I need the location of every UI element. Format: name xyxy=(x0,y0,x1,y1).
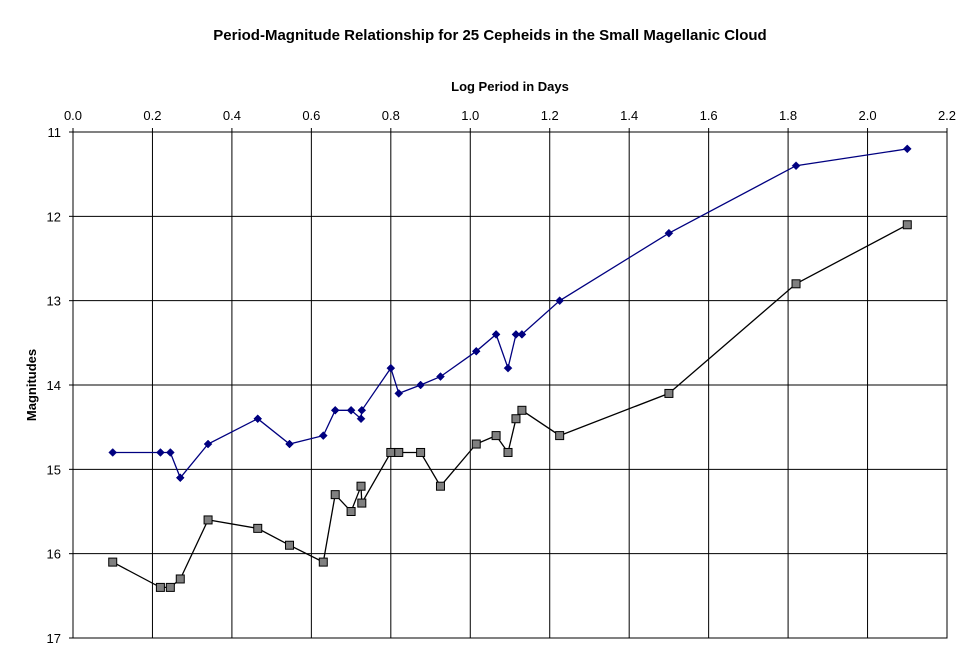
data-point xyxy=(436,372,445,381)
x-tick-label: 0.8 xyxy=(382,108,400,123)
x-tick-label: 0.0 xyxy=(64,108,82,123)
data-point xyxy=(330,405,340,415)
chart-title: Period-Magnitude Relationship for 25 Cep… xyxy=(213,27,766,44)
data-point xyxy=(386,447,396,457)
data-point xyxy=(203,439,213,449)
data-point xyxy=(902,144,912,154)
data-point xyxy=(203,515,213,525)
series-2 xyxy=(108,220,912,592)
x-tick-labels: 0.0 0.2 0.4 0.6 0.8 1.0 1.2 1.4 1.6 1.8 2.0 2.2 xyxy=(64,108,956,123)
data-point xyxy=(394,447,404,457)
series-layer xyxy=(108,144,912,592)
data-point xyxy=(318,431,328,440)
data-point xyxy=(394,389,404,398)
data-point xyxy=(356,414,366,424)
y-tick-label: 14 xyxy=(47,378,61,393)
x-tick-label: 1.0 xyxy=(461,108,479,123)
x-tick-label: 1.8 xyxy=(779,108,797,123)
data-point xyxy=(285,439,294,449)
data-point xyxy=(285,540,295,550)
data-point xyxy=(108,448,118,457)
data-point xyxy=(517,405,527,415)
data-point xyxy=(108,557,118,567)
y-tick-label: 11 xyxy=(48,125,62,140)
data-point xyxy=(416,380,425,390)
data-point xyxy=(175,574,185,584)
data-point xyxy=(517,330,527,339)
data-point xyxy=(165,582,175,592)
y-tick-label: 17 xyxy=(47,631,61,646)
data-point xyxy=(491,431,501,441)
data-point xyxy=(318,557,328,567)
data-point xyxy=(511,414,521,424)
x-tick-label: 2.0 xyxy=(859,108,877,123)
data-point xyxy=(555,296,565,306)
data-point xyxy=(503,363,513,373)
data-point xyxy=(664,388,674,398)
data-point xyxy=(346,405,356,415)
data-point xyxy=(471,439,481,449)
data-point xyxy=(253,523,263,533)
data-point xyxy=(357,498,367,508)
data-point xyxy=(435,481,445,491)
y-axis-label: Magnitudes xyxy=(24,349,39,421)
x-tick-label: 0.2 xyxy=(143,108,161,123)
plot-area-frame xyxy=(72,131,948,639)
data-point xyxy=(511,330,521,339)
data-point xyxy=(175,473,185,483)
data-point xyxy=(386,363,396,373)
data-point xyxy=(471,346,481,356)
y-tick-label: 13 xyxy=(47,294,61,309)
y-tick-labels: 11 12 13 14 15 16 17 xyxy=(47,125,61,646)
x-axis-label: Log Period in Days xyxy=(451,79,569,94)
x-tick-label: 0.4 xyxy=(223,108,241,123)
data-point xyxy=(165,448,175,457)
data-point xyxy=(664,228,674,238)
x-tick-label: 1.6 xyxy=(700,108,718,123)
data-point xyxy=(491,330,501,339)
data-point xyxy=(357,405,367,415)
data-point xyxy=(356,481,366,491)
y-tick-label: 12 xyxy=(47,209,61,224)
gridlines xyxy=(69,128,948,639)
x-tick-label: 1.2 xyxy=(541,108,559,123)
x-tick-label: 1.4 xyxy=(620,108,638,123)
data-point xyxy=(330,490,340,500)
y-tick-label: 16 xyxy=(47,547,61,562)
y-tick-label: 15 xyxy=(47,462,61,477)
data-point xyxy=(155,582,165,592)
data-point xyxy=(503,447,513,457)
data-point xyxy=(346,507,356,516)
data-point xyxy=(791,161,801,171)
data-point xyxy=(791,279,801,289)
x-tick-label: 0.6 xyxy=(302,108,320,123)
data-point xyxy=(902,220,912,230)
series-1 xyxy=(108,144,912,483)
data-point xyxy=(156,448,165,457)
data-point xyxy=(253,414,263,424)
data-point xyxy=(555,431,565,441)
x-tick-label: 2.2 xyxy=(938,108,956,123)
data-point xyxy=(416,447,426,457)
